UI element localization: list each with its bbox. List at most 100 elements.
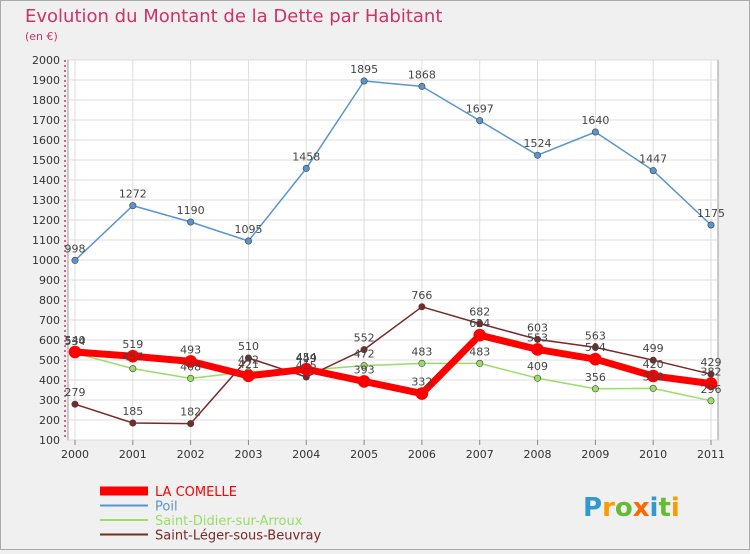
legend-label: Saint-Léger-sous-Beuvray bbox=[155, 529, 321, 544]
data-label: 1175 bbox=[697, 207, 725, 220]
data-label: 454 bbox=[296, 351, 317, 364]
data-point bbox=[707, 221, 715, 229]
data-point bbox=[707, 397, 715, 405]
series-line bbox=[74, 306, 712, 425]
data-point bbox=[534, 374, 542, 382]
data-label: 1447 bbox=[639, 153, 667, 166]
data-label: 472 bbox=[354, 348, 375, 361]
data-label: 356 bbox=[585, 371, 606, 384]
y-tick-label: 1400 bbox=[32, 174, 60, 187]
series-line bbox=[74, 352, 712, 402]
data-label: 483 bbox=[411, 345, 432, 358]
data-label: 540 bbox=[65, 334, 86, 347]
data-point bbox=[476, 117, 484, 125]
y-tick-label: 1100 bbox=[32, 234, 60, 247]
data-label: 1095 bbox=[234, 223, 262, 236]
y-tick-label: 1500 bbox=[32, 154, 60, 167]
data-point bbox=[187, 374, 195, 382]
y-tick-label: 200 bbox=[39, 414, 60, 427]
data-point bbox=[649, 167, 657, 175]
data-point bbox=[71, 256, 79, 264]
logo-letter: i bbox=[650, 493, 659, 523]
data-label: 421 bbox=[238, 358, 259, 371]
data-point bbox=[187, 218, 195, 226]
data-point bbox=[302, 164, 310, 172]
logo-letter: x bbox=[633, 493, 650, 523]
x-tick-label: 2005 bbox=[350, 448, 378, 461]
data-label: 296 bbox=[701, 383, 722, 396]
y-tick-label: 600 bbox=[39, 334, 60, 347]
series-la-comelle bbox=[68, 328, 718, 400]
chart-subtitle: (en €) bbox=[25, 30, 58, 43]
y-tick-label: 1900 bbox=[32, 74, 60, 87]
data-labels: 998 1272 1190 1095 1458 1895 1868 1697 1524 1640 1… bbox=[65, 63, 726, 419]
data-point bbox=[242, 369, 255, 383]
series-line bbox=[74, 331, 712, 398]
logo-letter: P bbox=[583, 493, 602, 523]
x-tick-label: 2008 bbox=[524, 448, 552, 461]
data-label: 1868 bbox=[408, 68, 436, 81]
y-tick-label: 1300 bbox=[32, 194, 60, 207]
data-label: 499 bbox=[643, 342, 664, 355]
data-point bbox=[591, 343, 599, 351]
data-label: 553 bbox=[527, 331, 548, 344]
series-saint-l-ger-sous-beuvray bbox=[71, 303, 715, 428]
data-label: 393 bbox=[354, 363, 375, 376]
data-point bbox=[418, 359, 426, 367]
x-tick-label: 2000 bbox=[61, 448, 89, 461]
data-label: 182 bbox=[180, 406, 201, 419]
x-tick-label: 2004 bbox=[292, 448, 320, 461]
data-point bbox=[531, 343, 544, 356]
data-point bbox=[129, 365, 137, 373]
data-point bbox=[299, 362, 313, 376]
proxiti-logo: Proxiti bbox=[583, 493, 680, 523]
x-tick-label: 2007 bbox=[466, 448, 494, 461]
legend-item: Saint-Léger-sous-Beuvray bbox=[100, 529, 321, 544]
data-point bbox=[534, 335, 542, 343]
data-label: 409 bbox=[527, 360, 548, 373]
x-tick-label: 2009 bbox=[581, 448, 609, 461]
data-label: 766 bbox=[411, 289, 432, 302]
data-point bbox=[360, 362, 368, 370]
data-label: 382 bbox=[701, 366, 722, 379]
x-tick-label: 2006 bbox=[408, 448, 436, 461]
logo-letter: r bbox=[602, 493, 615, 523]
data-point bbox=[476, 320, 484, 328]
y-tick-label: 900 bbox=[39, 274, 60, 287]
data-point bbox=[646, 369, 660, 383]
data-point bbox=[126, 349, 140, 363]
data-label: 534 bbox=[65, 335, 86, 348]
data-label: 449 bbox=[296, 352, 317, 365]
data-point bbox=[360, 77, 368, 85]
data-label: 1697 bbox=[466, 103, 494, 116]
logo-letter: o bbox=[615, 493, 633, 523]
data-label: 358 bbox=[643, 370, 664, 383]
data-label: 408 bbox=[180, 360, 201, 373]
data-point bbox=[184, 355, 197, 368]
data-label: 682 bbox=[469, 306, 490, 319]
data-point bbox=[129, 202, 137, 210]
y-tick-label: 400 bbox=[39, 374, 60, 387]
series-layer bbox=[68, 77, 718, 428]
y-tick-label: 100 bbox=[39, 434, 60, 447]
data-point bbox=[360, 346, 368, 354]
chart-title: Evolution du Montant de la Dette par Hab… bbox=[25, 6, 442, 27]
y-tick-label: 1200 bbox=[32, 214, 60, 227]
x-tick-label: 2001 bbox=[119, 448, 147, 461]
series-line bbox=[74, 80, 712, 261]
data-label: 457 bbox=[122, 351, 143, 364]
y-tick-label: 1000 bbox=[32, 254, 60, 267]
data-label: 279 bbox=[65, 386, 86, 399]
data-point bbox=[649, 384, 657, 392]
data-point bbox=[534, 151, 542, 159]
data-point bbox=[418, 82, 426, 90]
axes: 100 200 300 400 500 600 700 800 900 1000 1100 1200 1… bbox=[32, 54, 725, 461]
data-label: 603 bbox=[527, 321, 548, 334]
data-label: 519 bbox=[122, 338, 143, 351]
y-tick-label: 700 bbox=[39, 314, 60, 327]
data-label: 510 bbox=[238, 340, 259, 353]
logo-letter: i bbox=[671, 493, 680, 523]
y-tick-label: 500 bbox=[39, 354, 60, 367]
